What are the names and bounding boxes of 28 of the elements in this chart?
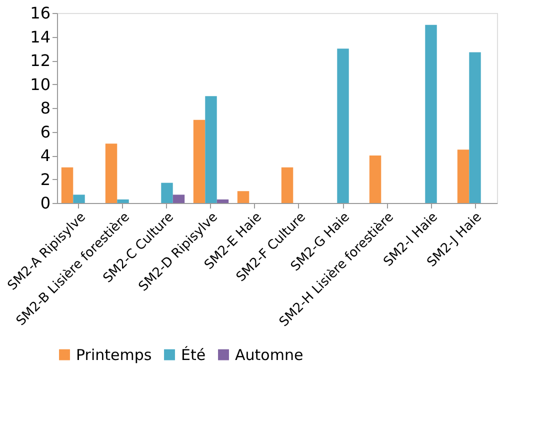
bar (172, 194, 185, 203)
y-tick-label: 8 (40, 98, 50, 118)
y-tick-label: 0 (40, 194, 50, 212)
bar (469, 52, 481, 203)
legend-label: Automne (235, 346, 304, 364)
legend-label: Printemps (76, 346, 152, 364)
y-tick-label: 16 (30, 4, 50, 22)
bar (216, 199, 229, 203)
bar (205, 96, 217, 203)
bar (237, 191, 250, 203)
y-tick-label: 10 (30, 74, 50, 94)
legend-label: Été (181, 346, 206, 364)
bar (425, 24, 437, 203)
y-tick-label: 14 (30, 27, 50, 46)
y-tick-label: 12 (30, 51, 50, 70)
bar (281, 167, 294, 203)
bar (193, 120, 206, 203)
bar (73, 194, 85, 203)
y-tick-label: 2 (40, 170, 50, 189)
bar (61, 167, 74, 203)
bar (457, 150, 470, 203)
bar (337, 48, 349, 203)
bar (161, 182, 173, 203)
bar (105, 144, 118, 203)
bar (369, 156, 382, 203)
y-tick-label: 6 (40, 122, 50, 142)
bar (117, 199, 129, 203)
y-tick-label: 4 (40, 146, 50, 165)
